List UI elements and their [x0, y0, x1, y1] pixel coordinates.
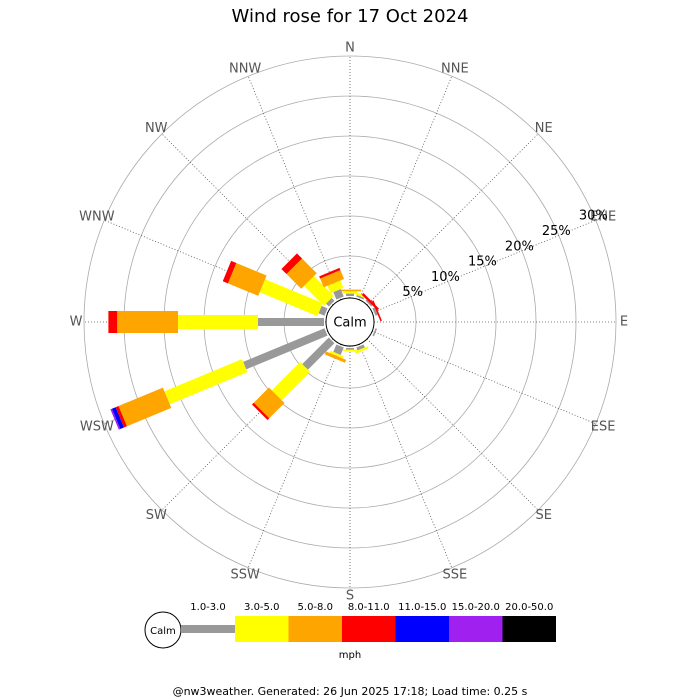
wind-segment [286, 258, 317, 289]
wind-segment [329, 350, 344, 359]
legend-label: 15.0-20.0 [452, 602, 500, 613]
direction-label: SW [146, 508, 167, 523]
direction-label: NW [145, 121, 168, 136]
legend-label: 5.0-8.0 [298, 602, 333, 613]
wind-segment [333, 289, 344, 300]
spoke [247, 76, 351, 323]
direction-label: SE [536, 508, 552, 523]
direction-label: S [346, 589, 354, 604]
spoke [161, 133, 351, 323]
direction-label: ENE [590, 210, 616, 225]
calm-label: Calm [333, 316, 366, 331]
wind-segment [327, 280, 344, 294]
direction-label: NNE [441, 61, 469, 76]
wind-segment [346, 293, 354, 296]
wind-segment [356, 344, 365, 351]
ring-label: 15% [468, 255, 497, 270]
wind-segment [115, 405, 127, 428]
ring-label: 20% [505, 239, 534, 254]
legend-swatch [288, 616, 342, 642]
spoke [161, 321, 351, 511]
direction-label: W [70, 315, 83, 330]
wind-segment [227, 263, 267, 296]
wind-segment [318, 305, 328, 316]
wind-segment [333, 344, 344, 355]
ring-label: 25% [542, 224, 571, 239]
wind-segment [281, 253, 303, 275]
wind-segment [319, 267, 341, 279]
wind-segment [253, 387, 285, 419]
spoke [247, 321, 351, 568]
wind-segment [339, 289, 361, 292]
wind-segment [372, 300, 382, 322]
wind-segment [164, 359, 248, 405]
wind-segment [251, 402, 270, 421]
bars [108, 253, 382, 430]
wind-segment [259, 279, 323, 317]
legend-label: 3.0-5.0 [244, 602, 279, 613]
legend: 1.0-3.0 3.0-5.0 5.0-8.0 8.0-11.0 11.0-15.0 15… [181, 602, 556, 642]
chart-title: Wind rose for 17 Oct 2024 [232, 6, 469, 27]
legend-swatch [449, 616, 503, 642]
wind-segment [343, 349, 357, 352]
legend-calm-label: Calm [150, 626, 176, 637]
wind-segment [324, 351, 347, 363]
legend-unit: mph [339, 650, 361, 661]
direction-label: N [345, 41, 355, 56]
ring-label: 10% [431, 270, 460, 285]
direction-label: SSE [442, 568, 467, 583]
wind-segment [178, 315, 258, 329]
direction-label: WNW [79, 210, 115, 225]
direction-label: NE [535, 121, 553, 136]
wind-segment [110, 408, 121, 430]
spoke [349, 321, 539, 511]
footer: @nw3weather. Generated: 26 Jun 2025 17:1… [173, 685, 528, 698]
legend-swatch [342, 616, 396, 642]
spoke [349, 219, 596, 323]
ring-label: 5% [402, 285, 423, 300]
direction-label: E [620, 315, 628, 330]
wind-segment [302, 337, 335, 370]
wind-segment [325, 297, 335, 307]
wind-segment [111, 407, 124, 430]
spoke [349, 321, 596, 425]
wind-segment [222, 260, 237, 284]
wind-segment [354, 346, 369, 354]
legend-label: 11.0-15.0 [398, 602, 446, 613]
legend-swatch [395, 616, 449, 642]
spoke [349, 76, 453, 323]
calm-circle [325, 297, 375, 347]
wind-segment [271, 362, 310, 401]
legend-label: 20.0-50.0 [505, 602, 553, 613]
legend-swatch [235, 616, 289, 642]
wind-segment [372, 307, 378, 316]
direction-label: SSW [230, 568, 260, 583]
direction-label: WSW [80, 419, 114, 434]
grid-ring [83, 55, 617, 589]
legend-label: 8.0-11.0 [348, 602, 390, 613]
wind-segment [118, 387, 172, 427]
wind-segment [243, 328, 328, 370]
legend-label: 1.0-3.0 [190, 602, 225, 613]
direction-label: ESE [591, 419, 616, 434]
wind-segment [320, 270, 345, 288]
spoke [349, 133, 539, 323]
direction-label: NNW [229, 61, 261, 76]
wind-segment [343, 291, 357, 294]
legend-swatch [502, 616, 556, 642]
ring-label: 30% [579, 209, 608, 224]
spoke [349, 321, 453, 568]
wind-segment [365, 299, 373, 307]
wind-segment [108, 311, 118, 333]
wind-segment [304, 276, 334, 306]
wind-segment [356, 294, 365, 300]
wind-segment [117, 311, 178, 333]
wind-segment [258, 318, 324, 326]
wind-segment [372, 328, 378, 337]
wind-segment [346, 348, 354, 350]
